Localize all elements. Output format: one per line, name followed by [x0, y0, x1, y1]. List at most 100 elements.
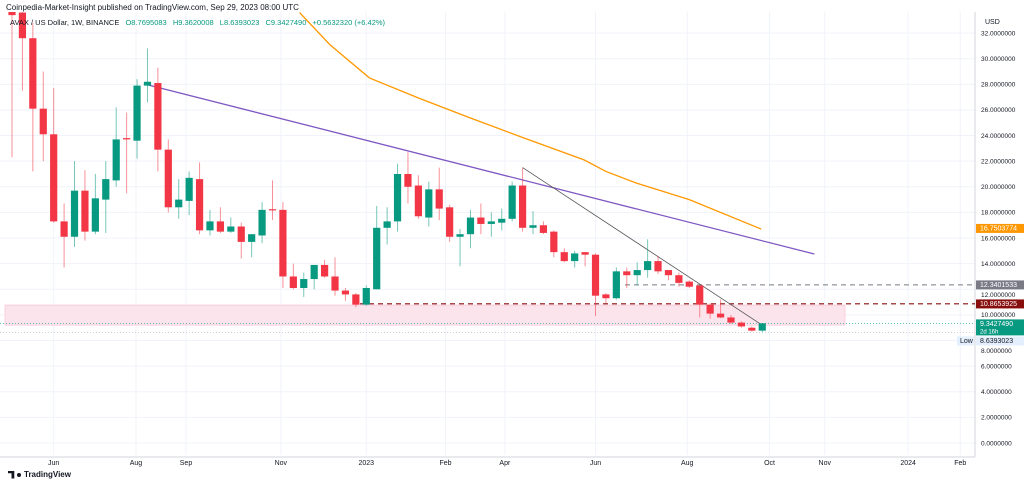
candle	[539, 221, 548, 235]
candle	[393, 163, 402, 232]
candle	[456, 229, 464, 267]
candle-body	[623, 271, 631, 276]
x-tick-label: Aug	[130, 460, 143, 467]
candle-body	[508, 185, 516, 219]
x-tick-label: 2024	[900, 460, 916, 467]
candle-body	[102, 179, 110, 200]
candle-body	[258, 209, 266, 236]
candle	[602, 293, 610, 304]
candle-body	[154, 83, 162, 150]
x-tick-label: Feb	[954, 460, 966, 467]
ohlc-change: +0.5632320 (+6.42%)	[312, 18, 386, 27]
candle	[644, 239, 652, 278]
candle-body	[352, 294, 360, 305]
candle	[425, 181, 433, 227]
x-tick-label: Apr	[499, 460, 511, 467]
candle	[164, 139, 172, 213]
candle-body	[341, 290, 350, 295]
candle	[70, 161, 79, 248]
candle-body	[300, 279, 308, 288]
publisher-caption: Coinpedia-Market-Insight published on Tr…	[6, 3, 299, 12]
candle-body	[248, 234, 256, 242]
ma-value-label: 16.7503774	[980, 226, 1017, 233]
candle	[237, 222, 245, 259]
candle-body	[91, 198, 99, 232]
candle-body	[498, 218, 506, 223]
candle	[8, 12, 16, 158]
candle-body	[633, 270, 641, 276]
candle-body	[414, 185, 422, 217]
y-tick-label: 2.0000000	[981, 415, 1012, 422]
candle-body	[50, 134, 58, 222]
candle	[508, 181, 516, 222]
candle	[175, 179, 183, 219]
candle	[737, 321, 745, 328]
candle-body	[237, 226, 245, 242]
candle	[373, 206, 381, 290]
candle	[664, 270, 673, 281]
candle	[216, 207, 224, 233]
candle	[748, 326, 756, 332]
support-zone	[4, 304, 846, 326]
y-tick-label: 14.0000000	[981, 261, 1016, 268]
candle	[435, 167, 443, 221]
low-value-label-bg	[976, 336, 1024, 346]
candle-body	[539, 225, 548, 233]
logo-text: TradingView	[24, 470, 71, 479]
candle	[279, 202, 287, 288]
y-tick-label: 18.0000000	[981, 210, 1016, 217]
candle-body	[706, 304, 714, 314]
candle-body	[331, 276, 339, 291]
candle-body	[175, 199, 183, 208]
low-tag-bg	[957, 336, 974, 346]
candle	[623, 267, 631, 288]
candle-body	[435, 189, 443, 209]
candle	[268, 180, 277, 221]
candle-body	[696, 285, 704, 305]
x-tick-label: 2023	[358, 460, 374, 467]
candle-body	[664, 270, 673, 276]
tradingview-logo[interactable]: TradingView	[8, 470, 71, 479]
y-tick-label: 10.0000000	[981, 312, 1016, 319]
candle	[591, 253, 600, 317]
candle	[727, 314, 735, 324]
candle-body	[227, 226, 235, 232]
candle-body	[737, 322, 745, 327]
candle	[39, 71, 47, 162]
candle	[560, 248, 568, 263]
candle	[29, 22, 37, 172]
candle-body	[373, 227, 381, 290]
candle-body	[29, 38, 37, 109]
candle-body	[70, 190, 79, 237]
x-tick-label: Nov	[819, 460, 832, 467]
candle	[414, 175, 422, 219]
candle-body	[654, 261, 662, 272]
candle-body	[310, 264, 318, 280]
candle	[716, 299, 725, 319]
candle-body	[206, 221, 214, 231]
candle-body	[581, 252, 589, 255]
symbol-legend: AVAX / US Dollar, 1W, BINANCE O8.7695083…	[10, 18, 385, 27]
candle-body	[185, 177, 193, 201]
currency-label[interactable]: USD	[985, 19, 1000, 26]
candle	[446, 204, 454, 242]
candle-body	[60, 221, 68, 237]
candle-body	[216, 221, 224, 232]
candle	[654, 255, 662, 274]
candle	[60, 203, 68, 268]
y-tick-label: 26.0000000	[981, 107, 1016, 114]
candle-body	[321, 264, 329, 277]
candle	[289, 263, 297, 290]
candle	[685, 280, 693, 288]
candle	[321, 259, 329, 278]
candle-body	[289, 276, 297, 288]
last-price-label: 9.3427490	[980, 321, 1013, 328]
candle	[123, 112, 131, 194]
resistance-1-label-bg	[976, 280, 1024, 290]
candle	[498, 208, 506, 231]
x-tick-label: Jun	[590, 460, 601, 467]
candle	[487, 212, 495, 237]
candle	[571, 250, 579, 268]
candle	[248, 234, 256, 258]
